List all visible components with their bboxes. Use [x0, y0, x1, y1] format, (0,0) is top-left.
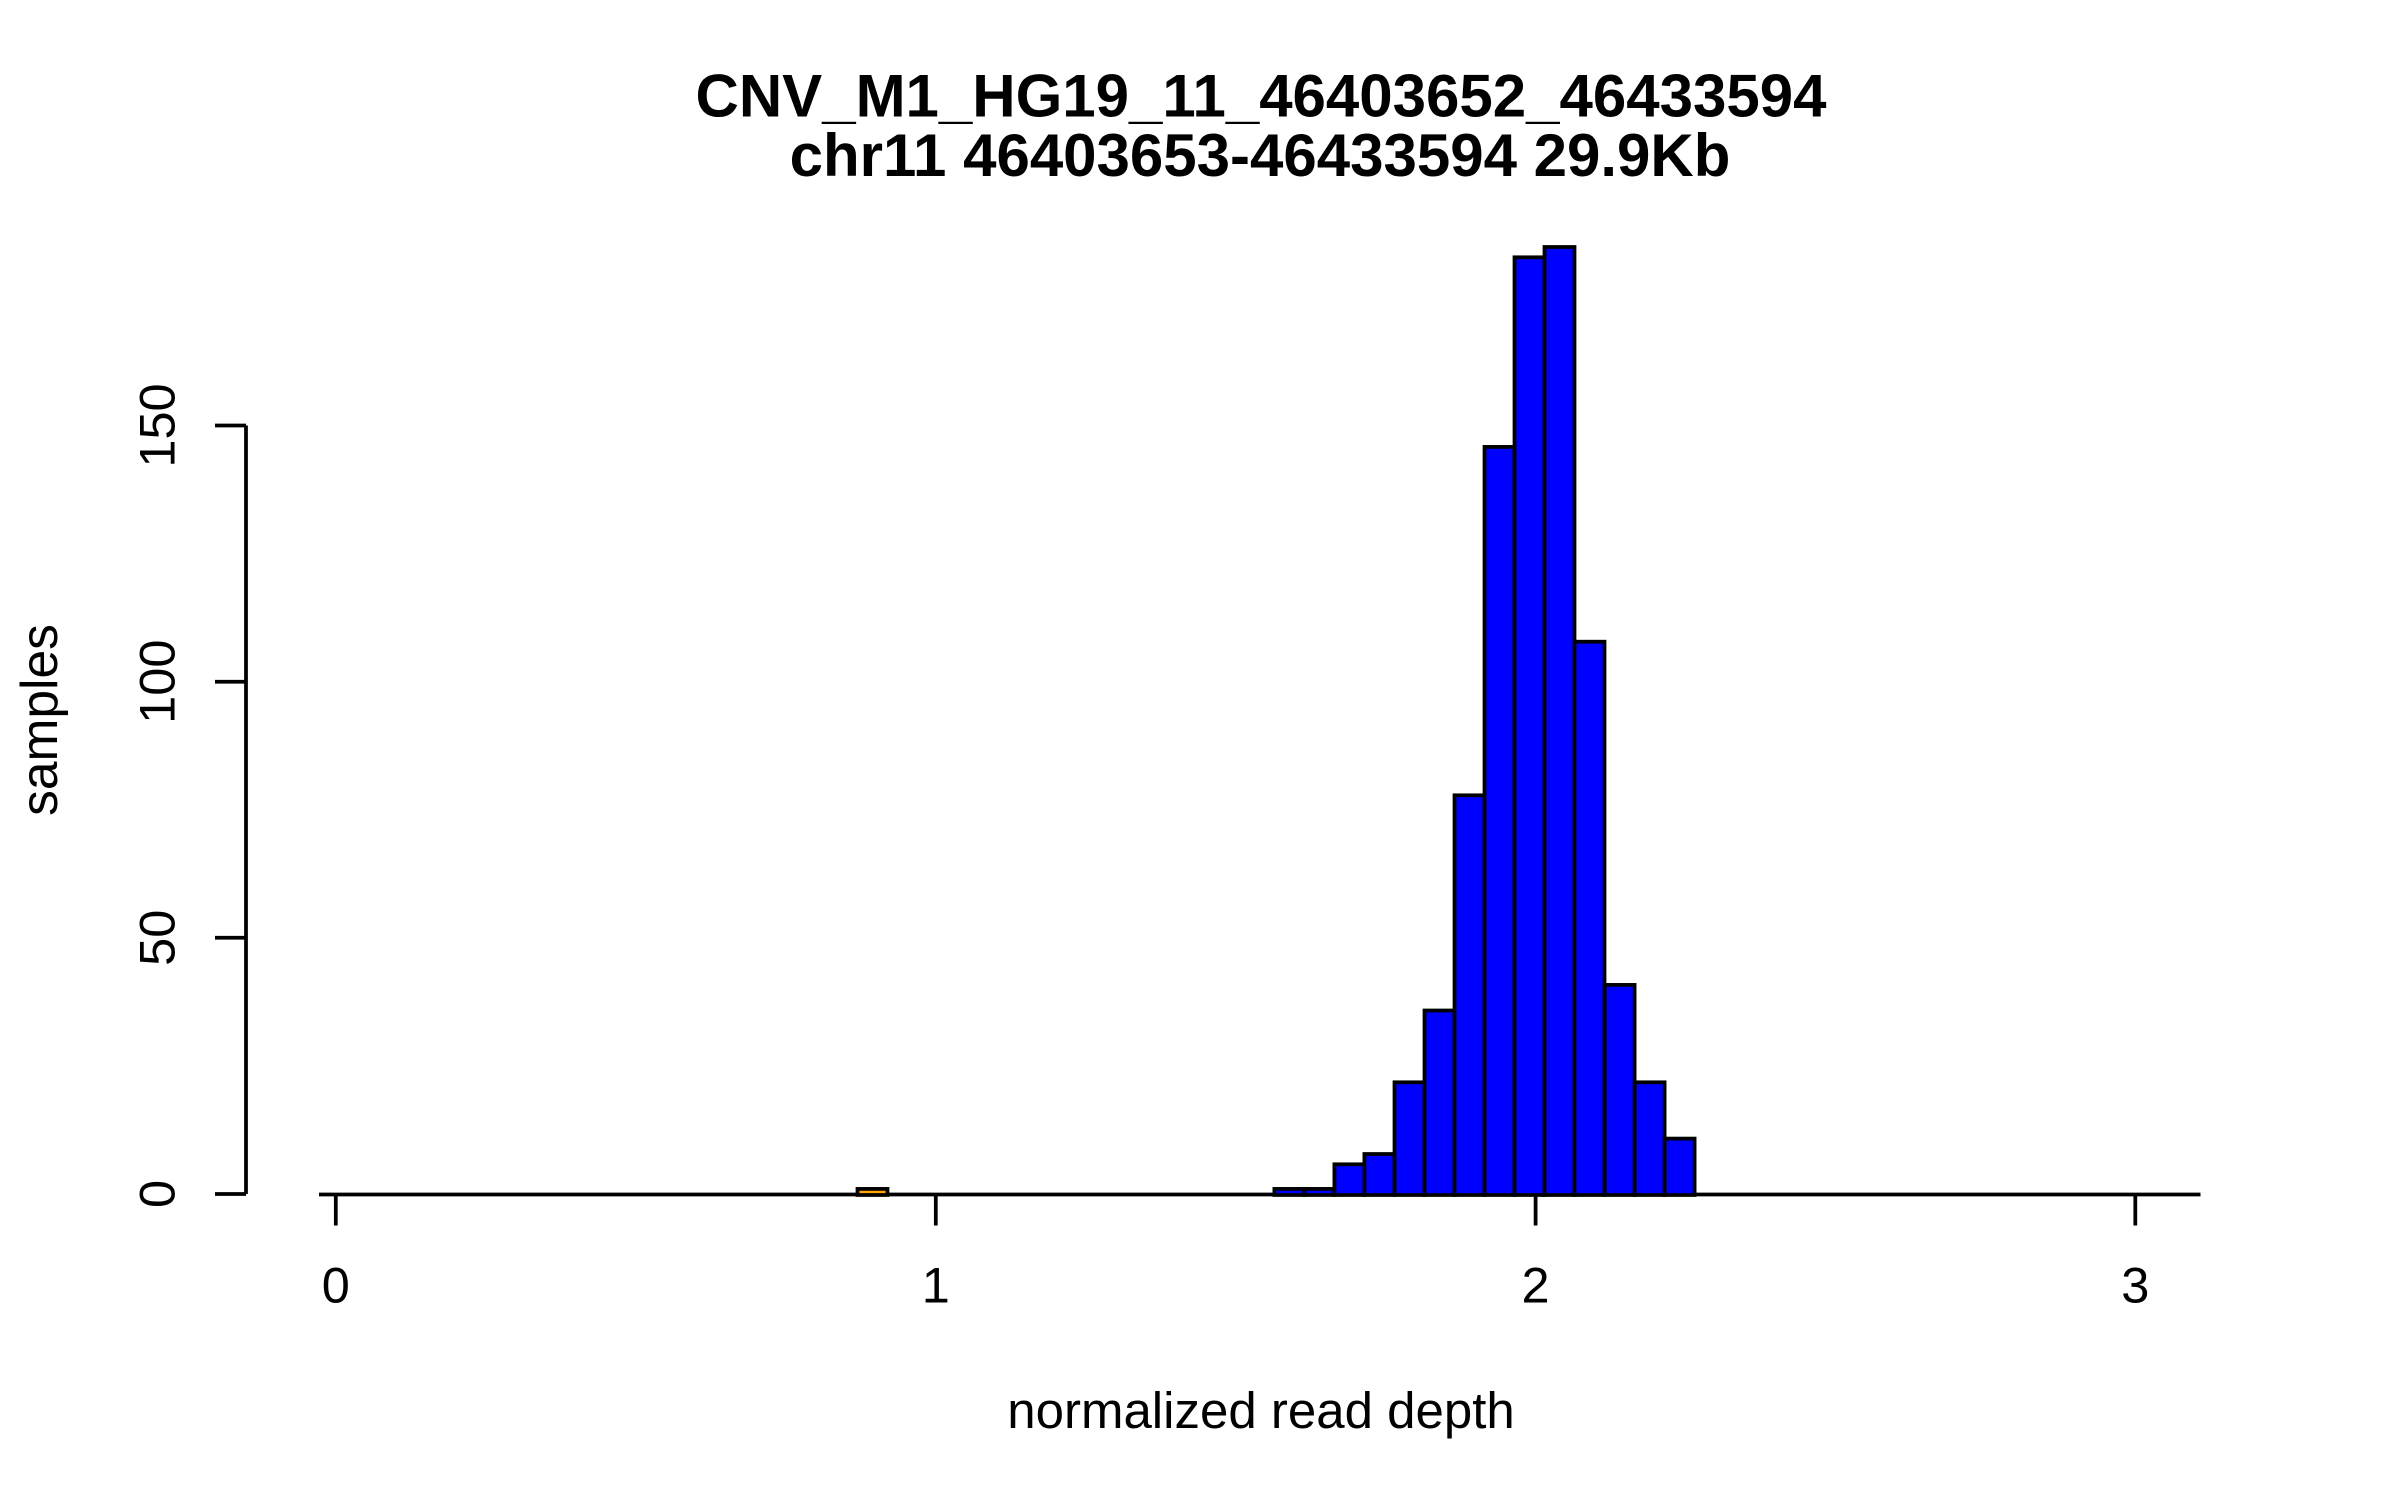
svg-text:CNV_M1_HG19_11_46403652_464335: CNV_M1_HG19_11_46403652_46433594 [696, 63, 1828, 130]
svg-text:chr11 46403653-46433594 29.9Kb: chr11 46403653-46433594 29.9Kb [790, 122, 1731, 189]
svg-text:150: 150 [129, 383, 186, 467]
svg-text:0: 0 [322, 1257, 350, 1314]
svg-text:3: 3 [2121, 1257, 2149, 1314]
svg-text:50: 50 [129, 910, 186, 966]
svg-text:1: 1 [922, 1257, 950, 1314]
svg-text:0: 0 [129, 1180, 186, 1208]
svg-text:samples: samples [10, 624, 68, 816]
svg-text:2: 2 [1522, 1257, 1550, 1314]
svg-text:normalized read depth: normalized read depth [1007, 1382, 1515, 1439]
svg-text:100: 100 [129, 640, 186, 724]
